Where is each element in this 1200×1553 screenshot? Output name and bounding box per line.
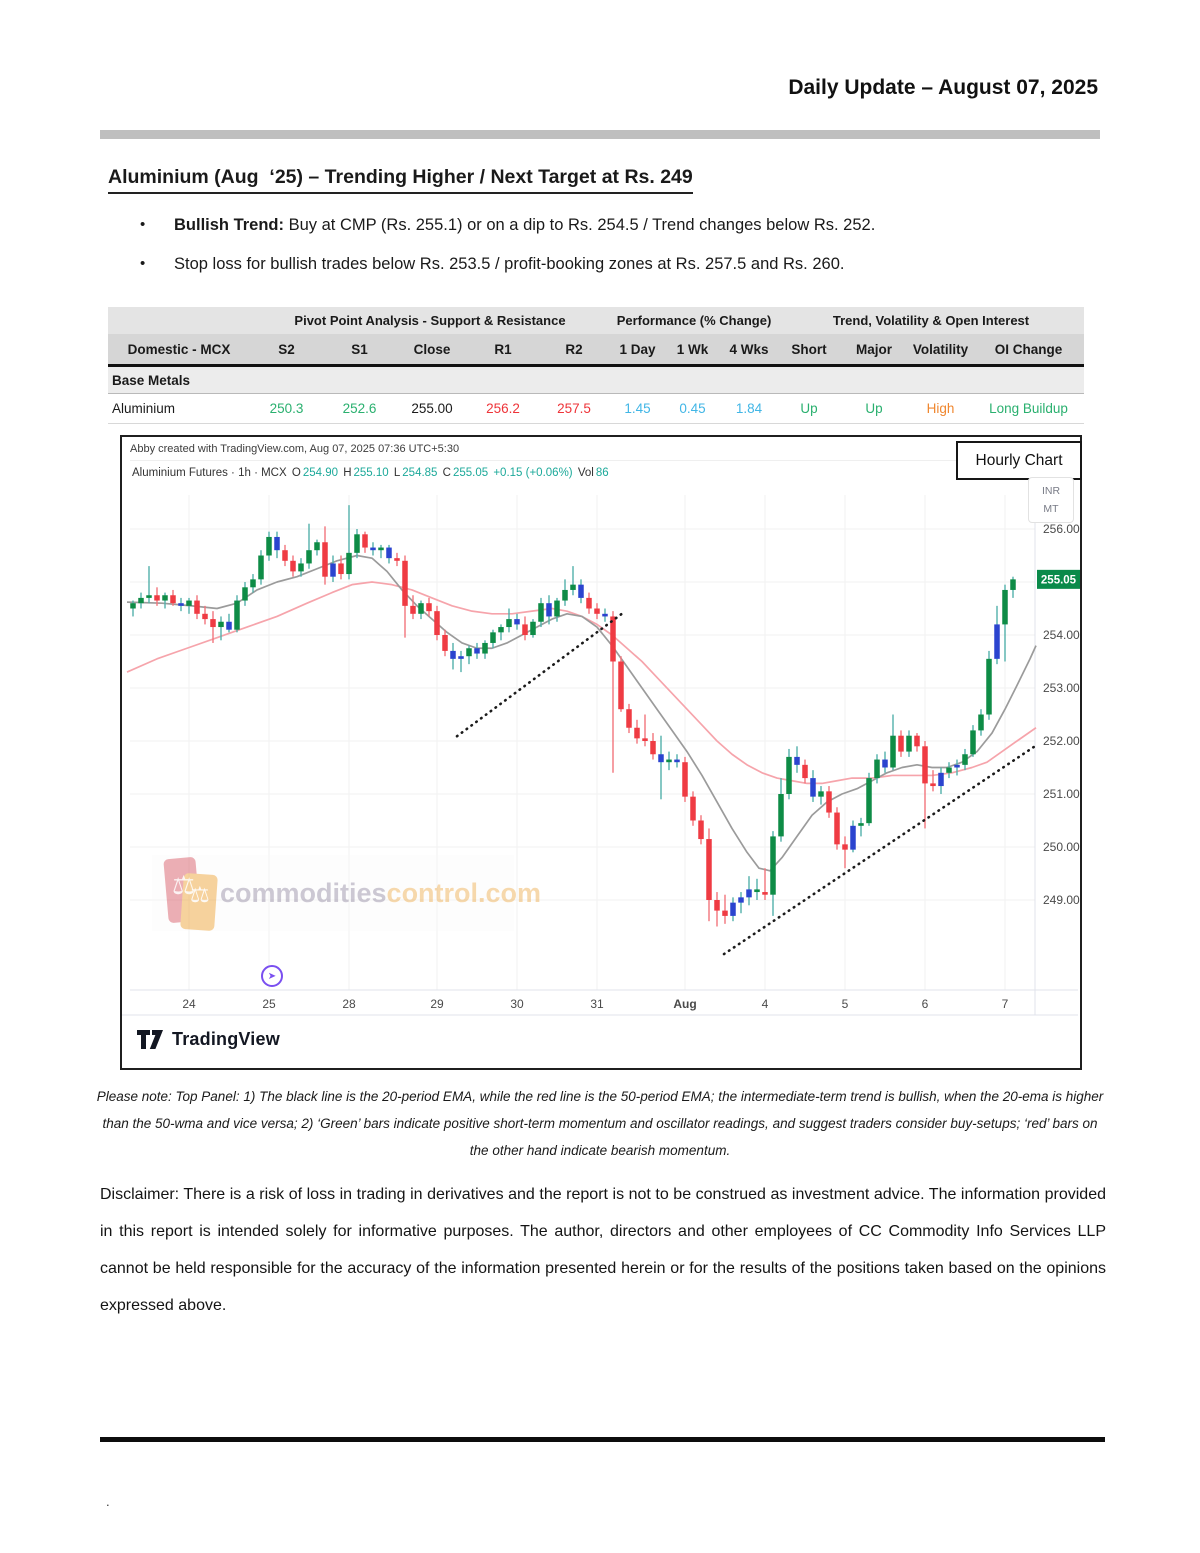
col-header: OI Change: [994, 341, 1063, 357]
table-header-row: Domestic - MCX S2 S1 Close R1 R2 1 Day 1…: [108, 334, 1084, 367]
bullet-text: Stop loss for bullish trades below Rs. 2…: [174, 254, 845, 273]
svg-text:30: 30: [510, 997, 524, 1011]
cell-short-trend: Up: [800, 401, 818, 416]
bullet-text: Buy at CMP (Rs. 255.1) or on a dip to Rs…: [284, 216, 876, 234]
section-title: Aluminium (Aug ‘25) – Trending Higher / …: [108, 166, 693, 194]
table-row: Aluminium 250.3 252.6 255.00 256.2 257.5…: [108, 394, 1084, 424]
tradingview-mark-icon: [137, 1030, 163, 1049]
chart-legend: Aluminium Futures · 1h · MCX O 254.90 H 25…: [132, 467, 611, 479]
svg-text:6: 6: [922, 997, 929, 1011]
group-header-trend: Trend, Volatility & Open Interest: [832, 313, 1030, 328]
cell-4wks: 1.84: [735, 401, 763, 416]
svg-text:29: 29: [430, 997, 444, 1011]
watermark-text-2: control.com: [386, 877, 542, 908]
cell-oi-change: Long Buildup: [989, 401, 1068, 416]
hourly-chart-badge: Hourly Chart: [956, 441, 1082, 480]
price-chart-card: 256.00 254.00 253.00 252.00 251.00 250.00 249.…: [120, 435, 1082, 1070]
svg-text:256.00: 256.00: [1043, 522, 1080, 536]
col-header: S1: [351, 341, 368, 357]
chart-note: Please note: Top Panel: 1) The black lin…: [96, 1089, 1104, 1158]
col-header: Major: [855, 341, 892, 357]
svg-text:5: 5: [842, 997, 849, 1011]
legend-segment: +0.15 (+0.06%): [493, 467, 576, 479]
cell-r1: 256.2: [486, 401, 520, 416]
group-header-pivot: Pivot Point Analysis - Support & Resista…: [294, 313, 566, 328]
legend-segment: 255.10: [353, 467, 392, 479]
disclaimer-text: Disclaimer: There is a risk of loss in t…: [100, 1186, 1106, 1315]
col-header: Close: [413, 341, 451, 357]
table-section-row: Base Metals: [108, 367, 1084, 394]
col-header: 4 Wks: [729, 341, 769, 357]
pivot-table: Pivot Point Analysis - Support & Resista…: [108, 307, 1084, 424]
document-title: Daily Update – August 07, 2025: [788, 76, 1098, 99]
go-to-realtime-icon[interactable]: ➤: [261, 965, 283, 987]
svg-text:31: 31: [590, 997, 604, 1011]
bullet-list: • Bullish Trend: Buy at CMP (Rs. 255.1) …: [140, 214, 1080, 292]
svg-text:254.00: 254.00: [1043, 628, 1080, 642]
svg-text:7: 7: [1002, 997, 1009, 1011]
cell-close: 255.00: [411, 401, 453, 416]
cell-major-trend: Up: [865, 401, 883, 416]
commoditiescontrol-logo-icon: ⚖ ⚖: [152, 856, 218, 932]
svg-text:252.00: 252.00: [1043, 734, 1080, 748]
col-header: R1: [494, 341, 512, 357]
svg-text:24: 24: [182, 997, 196, 1011]
col-header: 1 Wk: [676, 341, 709, 357]
tradingview-name: TradingView: [172, 1029, 280, 1049]
col-header: R2: [565, 341, 583, 357]
cell-r2: 257.5: [557, 401, 591, 416]
legend-segment: 254.85: [402, 467, 441, 479]
col-header: Domestic - MCX: [127, 341, 231, 357]
watermark-text-1: commodities: [220, 877, 387, 908]
legend-segment: 86: [595, 467, 609, 479]
legend-segment: 255.05: [452, 467, 492, 479]
cell-s2: 250.3: [269, 401, 304, 416]
list-item: • Bullish Trend: Buy at CMP (Rs. 255.1) …: [140, 214, 1080, 238]
bullet-icon: •: [140, 254, 146, 272]
cell-volatility: High: [926, 401, 955, 416]
tradingview-logo[interactable]: TradingView: [137, 1029, 280, 1050]
cell-s1: 252.6: [342, 401, 377, 416]
price-chart[interactable]: 256.00 254.00 253.00 252.00 251.00 250.00 249.…: [122, 437, 1080, 1068]
header-divider: [100, 130, 1100, 139]
legend-segment: H: [343, 467, 352, 479]
svg-text:25: 25: [262, 997, 276, 1011]
legend-segment: L: [393, 467, 401, 479]
legend-segment: C: [442, 467, 451, 479]
svg-text:255.05: 255.05: [1041, 574, 1077, 586]
bullet-icon: •: [140, 216, 146, 233]
col-header: Volatility: [912, 341, 969, 357]
commoditiescontrol-watermark: ⚖ ⚖ commoditiescontrol.com: [152, 855, 541, 932]
legend-segment: Aluminium Futures · 1h · MCX: [132, 467, 290, 479]
col-header: S2: [278, 341, 295, 357]
svg-text:253.00: 253.00: [1043, 681, 1080, 695]
col-header: 1 Day: [619, 341, 656, 357]
legend-segment: Vol: [577, 467, 594, 479]
svg-text:251.00: 251.00: [1043, 787, 1080, 801]
bullet-bold-text: Bullish Trend:: [174, 216, 285, 234]
footer-dot: .: [106, 1494, 110, 1509]
chart-attribution: Abby created with TradingView.com, Aug 0…: [130, 443, 960, 461]
cell-1wk: 0.45: [679, 401, 706, 416]
svg-text:250.00: 250.00: [1043, 840, 1080, 854]
legend-segment: O: [291, 467, 301, 479]
cell-1day: 1.45: [624, 401, 651, 416]
cell-name: Aluminium: [112, 401, 176, 416]
section-label: Base Metals: [112, 372, 191, 388]
group-header-performance: Performance (% Change): [616, 313, 772, 328]
svg-text:Aug: Aug: [673, 997, 696, 1011]
col-header: Short: [791, 341, 827, 357]
unit-label: MT: [1043, 503, 1059, 515]
currency-label: INR: [1041, 485, 1061, 497]
list-item: • Stop loss for bullish trades below Rs.…: [140, 253, 1080, 277]
svg-text:249.00: 249.00: [1043, 893, 1080, 907]
svg-text:4: 4: [762, 997, 769, 1011]
legend-segment: 254.90: [302, 467, 342, 479]
currency-unit-selector[interactable]: INR MT: [1028, 477, 1074, 523]
svg-text:28: 28: [342, 997, 356, 1011]
footer-rule: [100, 1437, 1105, 1442]
table-group-header-row: Pivot Point Analysis - Support & Resista…: [108, 307, 1084, 334]
